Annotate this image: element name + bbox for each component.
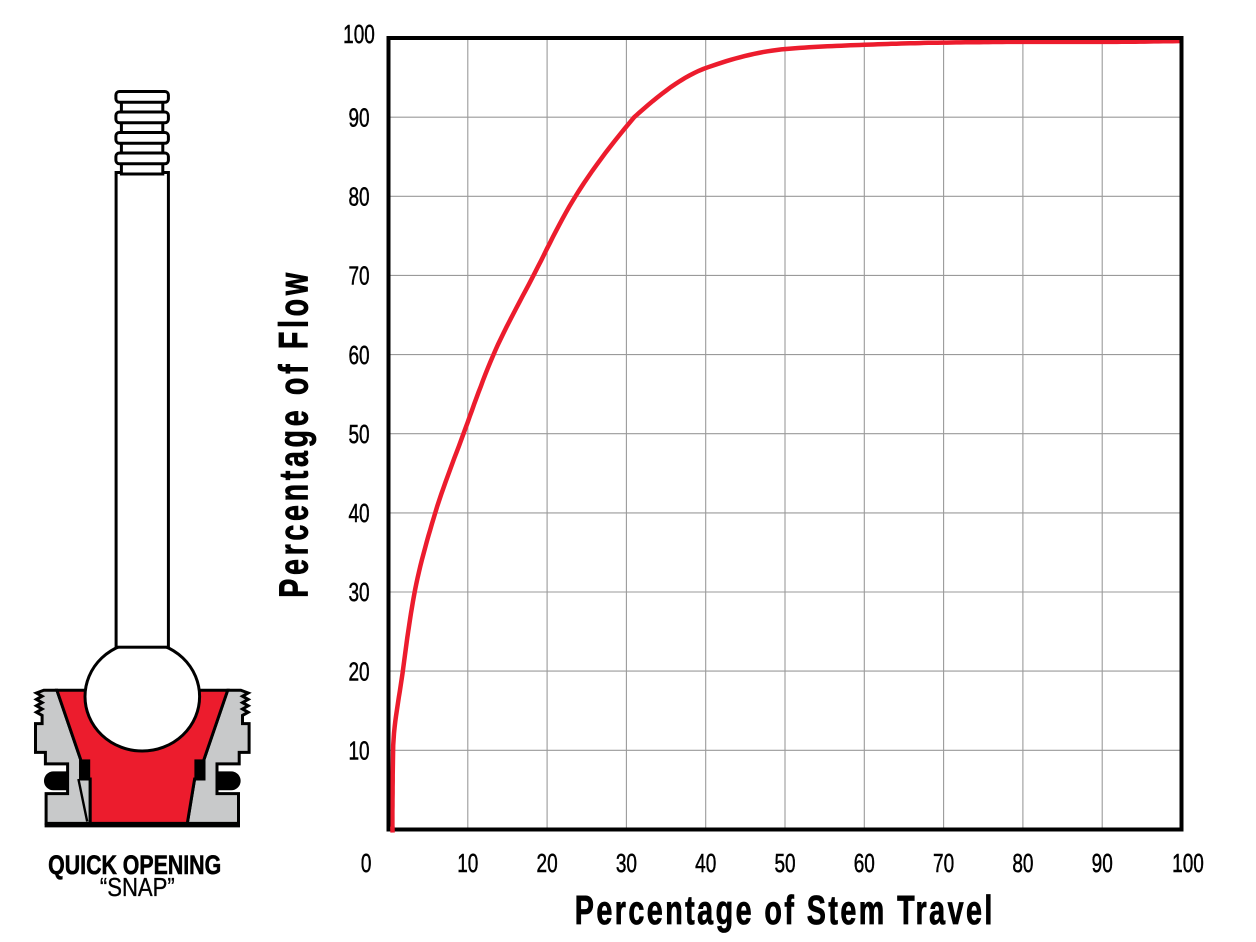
- svg-text:70: 70: [933, 848, 954, 878]
- svg-text:50: 50: [774, 848, 795, 878]
- svg-text:30: 30: [616, 848, 637, 878]
- svg-text:Percentage of Stem Travel: Percentage of Stem Travel: [575, 888, 995, 933]
- svg-text:QUICK OPENING: QUICK OPENING: [48, 851, 221, 881]
- svg-text:60: 60: [854, 848, 875, 878]
- svg-text:80: 80: [348, 182, 369, 212]
- svg-text:40: 40: [695, 848, 716, 878]
- svg-text:80: 80: [1012, 848, 1033, 878]
- svg-text:Percentage of Flow: Percentage of Flow: [272, 269, 317, 598]
- svg-text:100: 100: [1172, 848, 1204, 878]
- svg-text:10: 10: [457, 848, 478, 878]
- svg-text:90: 90: [348, 102, 369, 132]
- svg-text:60: 60: [348, 340, 369, 370]
- svg-text:90: 90: [1092, 848, 1113, 878]
- svg-text:70: 70: [348, 261, 369, 291]
- svg-text:100: 100: [343, 19, 375, 49]
- svg-text:50: 50: [348, 419, 369, 449]
- svg-text:40: 40: [348, 498, 369, 528]
- svg-text:20: 20: [537, 848, 558, 878]
- svg-text:20: 20: [348, 656, 369, 686]
- svg-text:“SNAP”: “SNAP”: [100, 873, 175, 902]
- svg-text:10: 10: [348, 736, 369, 766]
- svg-text:0: 0: [361, 848, 372, 878]
- svg-text:30: 30: [348, 577, 369, 607]
